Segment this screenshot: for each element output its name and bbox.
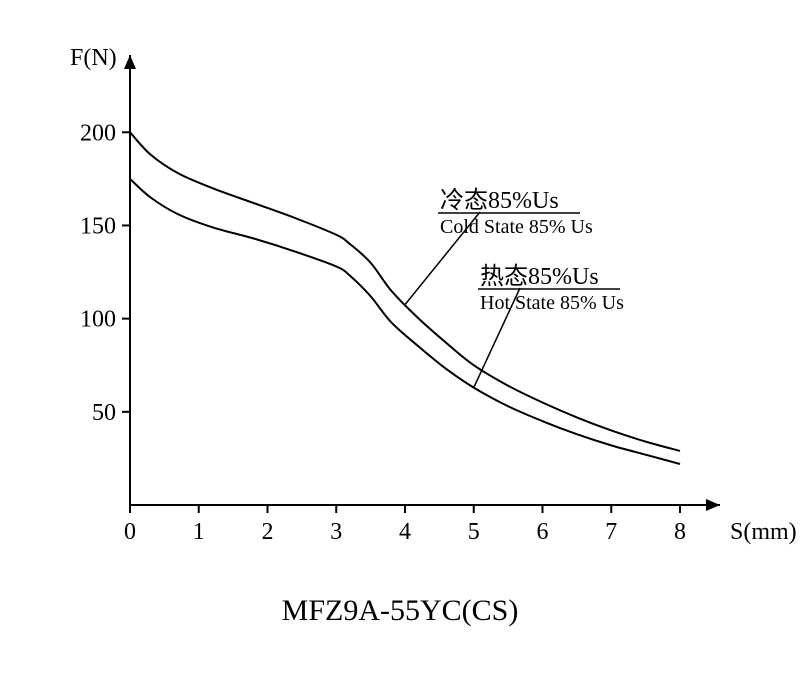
legend-cn-cold: 冷态85%Us bbox=[440, 187, 559, 214]
x-tick-label: 8 bbox=[674, 519, 686, 545]
x-axis-label: S(mm) bbox=[730, 519, 797, 545]
x-axis-arrow bbox=[706, 499, 720, 511]
y-tick-label: 100 bbox=[80, 307, 116, 333]
x-tick-label: 7 bbox=[605, 519, 617, 545]
legend-en-cold: Cold State 85% Us bbox=[440, 216, 593, 238]
x-tick-label: 6 bbox=[537, 519, 549, 545]
legend-cn-hot: 热态85%Us bbox=[480, 263, 599, 290]
y-axis-arrow bbox=[124, 55, 136, 69]
y-axis-label: F(N) bbox=[70, 45, 117, 71]
x-tick-label: 4 bbox=[399, 519, 411, 545]
y-tick-label: 50 bbox=[92, 400, 116, 426]
y-tick-label: 200 bbox=[80, 120, 116, 146]
x-tick-label: 5 bbox=[468, 519, 480, 545]
x-tick-label: 2 bbox=[262, 519, 274, 545]
chart-title: MFZ9A-55YC(CS) bbox=[282, 594, 519, 627]
y-tick-label: 150 bbox=[80, 213, 116, 239]
series-hot bbox=[130, 179, 680, 464]
legend-en-hot: Hot State 85% Us bbox=[480, 292, 624, 314]
force-stroke-chart: 0 1 2 3 4 5 6 7 8 S(mm) 50 100 150 200 F(N) 冷态85%UsCold… bbox=[0, 0, 800, 674]
x-tick-label: 3 bbox=[330, 519, 342, 545]
x-tick-label: 1 bbox=[193, 519, 205, 545]
x-tick-label: 0 bbox=[124, 519, 136, 545]
